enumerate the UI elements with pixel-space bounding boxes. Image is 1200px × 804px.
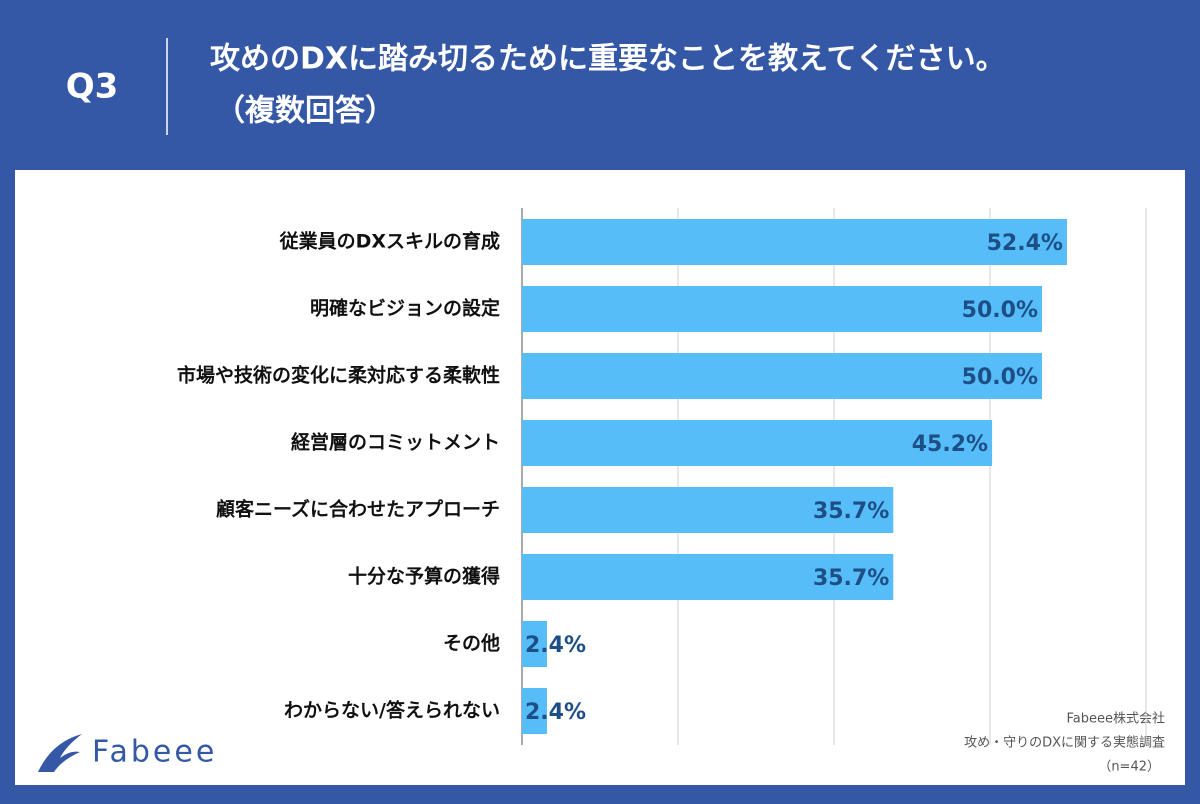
- value-label: 45.2%: [912, 432, 988, 457]
- chart-subtitle: （複数回答）: [215, 94, 395, 129]
- value-label: 35.7%: [813, 566, 889, 591]
- source: 攻め・守りのDXに関する実態調査: [964, 735, 1165, 751]
- bar: [522, 420, 993, 466]
- bar: [522, 688, 547, 734]
- source: Fabeee株式会社: [1067, 711, 1166, 727]
- value-label: 52.4%: [987, 231, 1063, 256]
- category-label: 十分な予算の獲得: [348, 565, 500, 588]
- logo: Fabeee: [38, 734, 217, 772]
- value-label: 2.4%: [525, 633, 586, 658]
- category-label: わからない/答えられない: [284, 699, 500, 722]
- category-label: その他: [443, 632, 500, 655]
- value-label: 2.4%: [525, 700, 586, 725]
- chart-title: 攻めのDXに踏み切るために重要なことを教えてください。: [210, 42, 1006, 77]
- bar: [522, 487, 894, 533]
- value-label: 35.7%: [813, 499, 889, 524]
- bar: [522, 219, 1067, 265]
- logo-icon: [38, 734, 82, 772]
- value-label: 50.0%: [962, 298, 1038, 323]
- question-label: Q3: [66, 67, 119, 107]
- value-label: 50.0%: [962, 365, 1038, 390]
- source: （n=42）: [1098, 760, 1160, 775]
- category-label: 顧客ニーズに合わせたアプローチ: [216, 498, 500, 521]
- bar: [522, 621, 547, 667]
- category-label: 従業員のDXスキルの育成: [279, 230, 500, 253]
- category-label: 市場や技術の変化に柔対応する柔軟性: [177, 364, 500, 387]
- bar: [522, 353, 1042, 399]
- category-label: 経営層のコミットメント: [291, 431, 500, 454]
- bar: [522, 554, 894, 600]
- bar: [522, 286, 1042, 332]
- category-label: 明確なビジョンの設定: [310, 297, 500, 320]
- logo-text: Fabeee: [92, 735, 217, 770]
